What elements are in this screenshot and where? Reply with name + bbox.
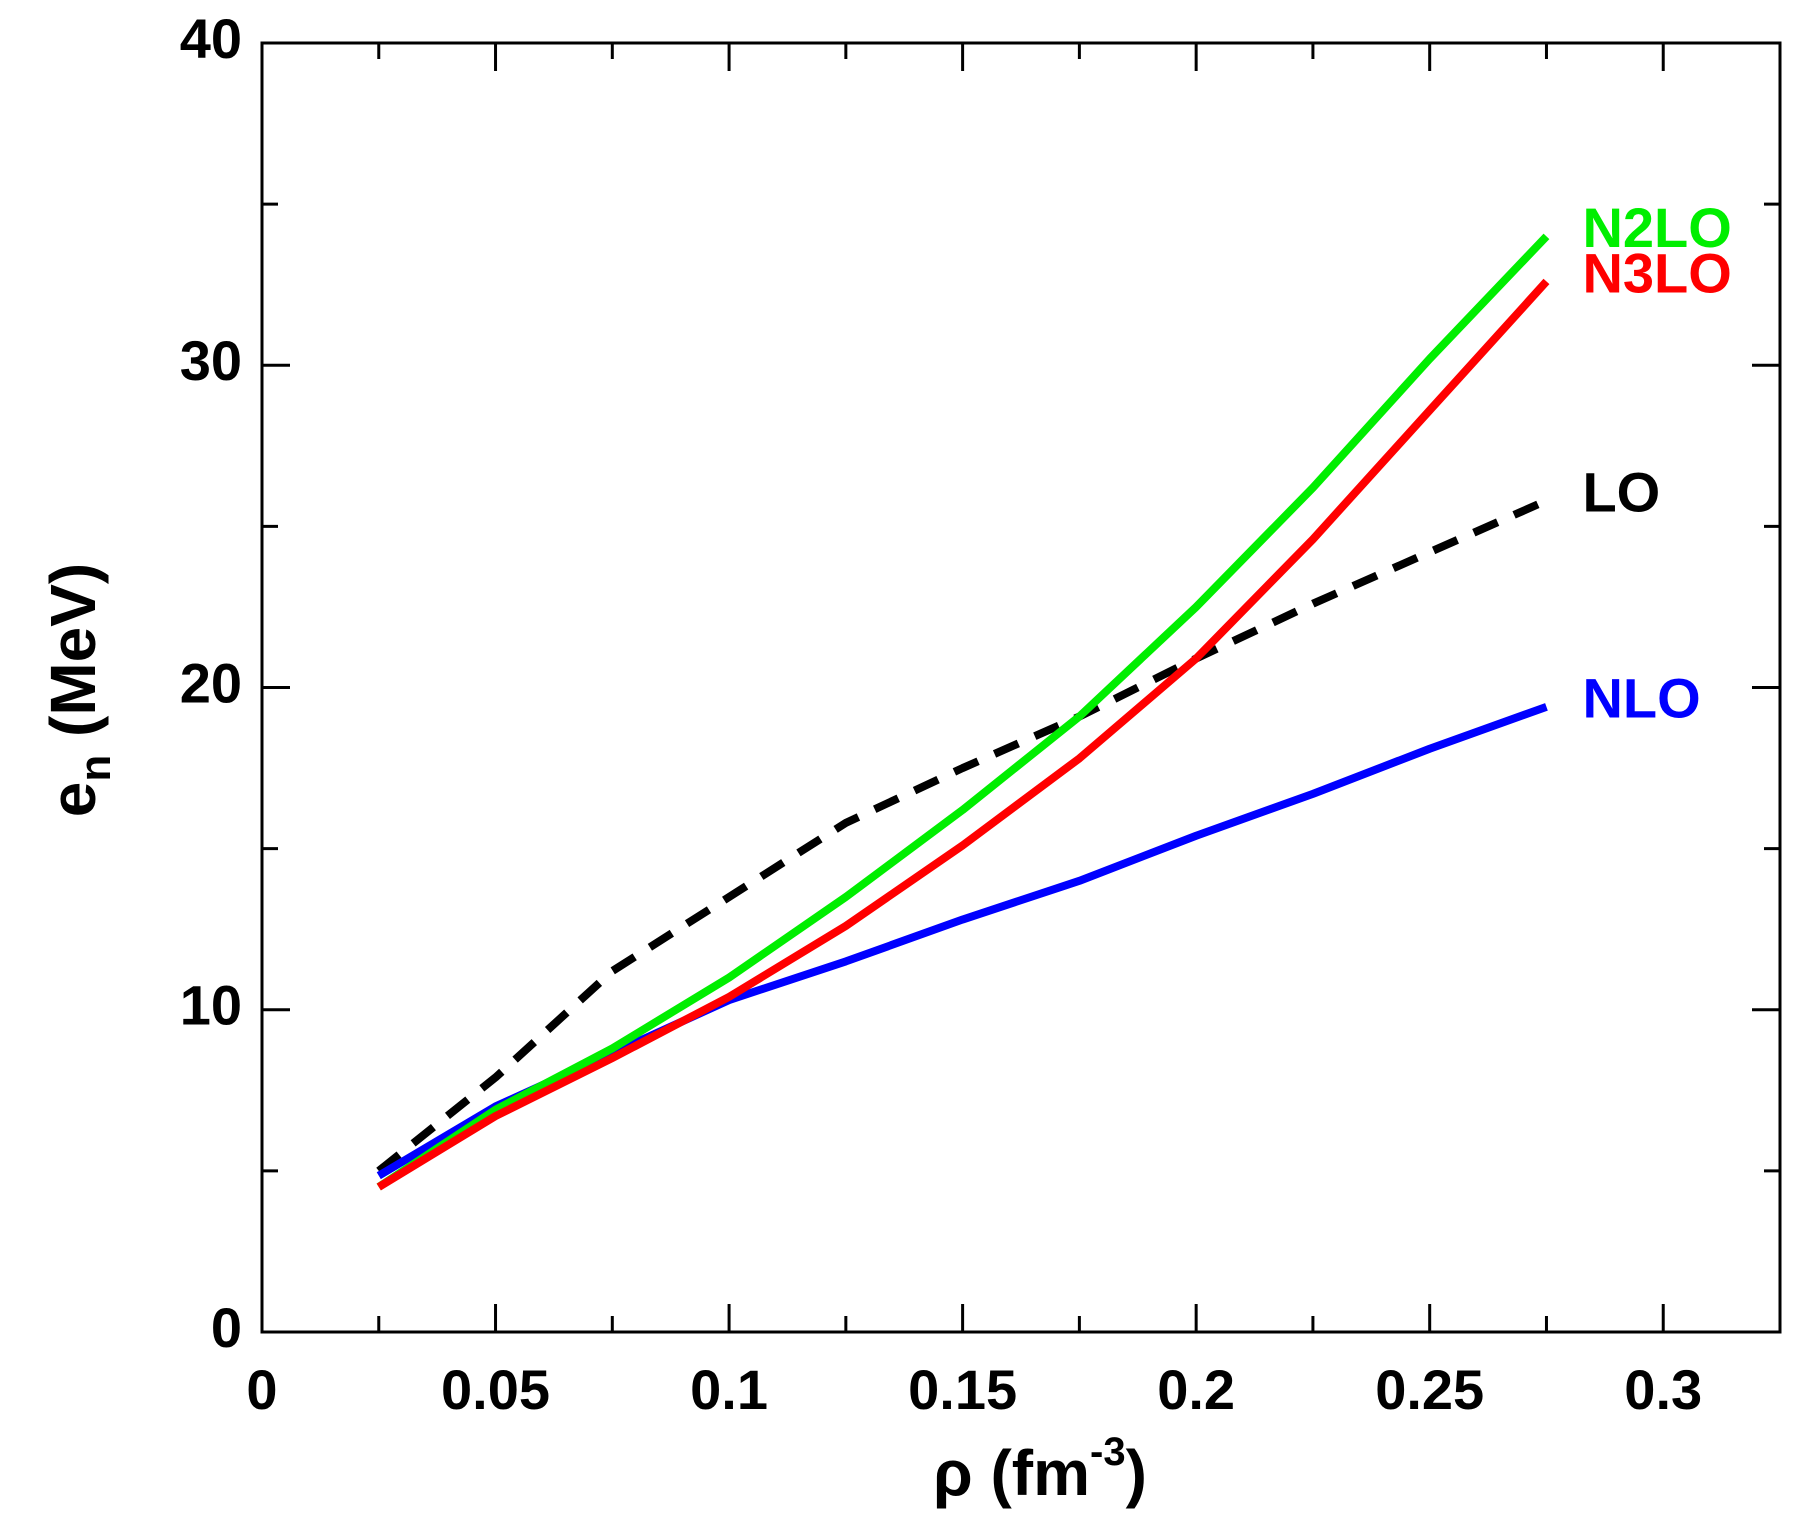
x-label-end: ) bbox=[1126, 1437, 1147, 1509]
x-axis-label: ρ (fm-3) bbox=[933, 1430, 1147, 1509]
y-tick-label: 30 bbox=[180, 329, 242, 392]
x-tick-label: 0.1 bbox=[690, 1358, 768, 1421]
y-tick-label: 10 bbox=[180, 974, 242, 1037]
series-label: N3LO bbox=[1582, 241, 1731, 304]
x-tick-label: 0.05 bbox=[441, 1358, 550, 1421]
series-label: N2LO bbox=[1582, 196, 1731, 259]
series-line bbox=[376, 278, 1550, 1191]
x-tick-label: 0.25 bbox=[1375, 1358, 1484, 1421]
x-tick-label: 0 bbox=[246, 1358, 277, 1421]
y-tick-label: 40 bbox=[180, 7, 242, 70]
series-line bbox=[376, 233, 1550, 1191]
series-line bbox=[376, 703, 1548, 1180]
x-label-sup: -3 bbox=[1090, 1430, 1126, 1474]
y-label-sub: n bbox=[71, 755, 120, 782]
x-tick-label: 0.2 bbox=[1157, 1358, 1235, 1421]
y-label-main: e bbox=[37, 782, 109, 818]
x-tick-label: 0.3 bbox=[1624, 1358, 1702, 1421]
series-line bbox=[376, 496, 1549, 1175]
series-label: LO bbox=[1582, 460, 1660, 523]
y-axis-label: en (MeV) bbox=[37, 563, 120, 817]
plot-frame bbox=[260, 41, 1782, 1334]
y-tick-label: 0 bbox=[211, 1296, 242, 1359]
x-tick-label: 0.15 bbox=[908, 1358, 1017, 1421]
series-label: NLO bbox=[1582, 667, 1700, 730]
y-label-end: (MeV) bbox=[37, 563, 109, 755]
x-label-main: ρ (fm bbox=[933, 1437, 1090, 1509]
y-tick-label: 20 bbox=[180, 651, 242, 714]
